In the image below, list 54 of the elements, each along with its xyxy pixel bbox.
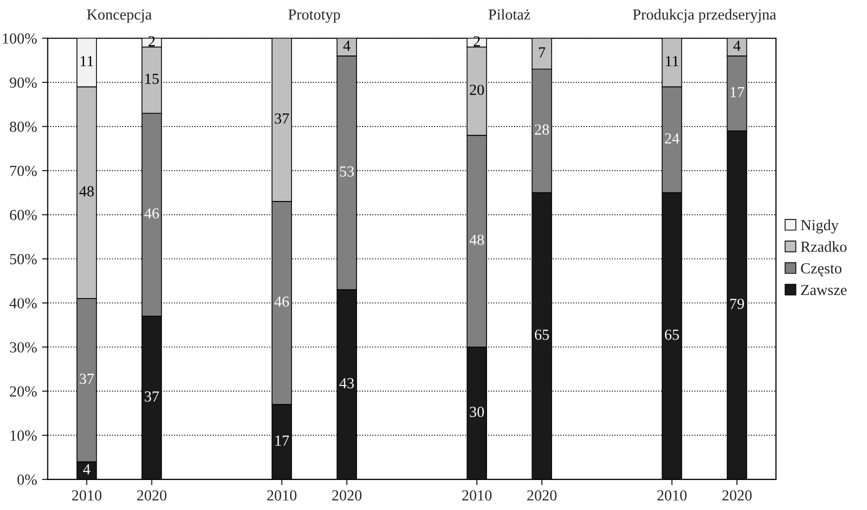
text: Produkcja przedseryjna [632,8,776,23]
data-label: 2 [474,36,480,46]
text: Pilotaż [488,8,530,20]
y-tick-label: 90% [10,78,37,88]
y-tick-label: 0% [17,474,37,485]
data-label: 4 [733,40,741,51]
data-label: 2 [148,36,155,46]
data-label: 79 [730,298,744,309]
data-label: 11 [666,56,678,66]
data-label: 28 [534,124,549,135]
data-label: 48 [470,234,484,246]
y-tick-label: 70% [10,166,37,176]
data-label: 17 [730,86,744,98]
y-tick-label: 100% [2,33,37,44]
legend-label: Często [801,263,842,276]
data-label: 43 [339,378,354,388]
data-label: 17 [275,435,289,446]
text: Prototyp [288,10,340,23]
y-tick-label: 10% [10,430,37,441]
data-label: 20 [470,84,484,96]
y-tick-label: 50% [10,254,37,264]
data-label: 46 [144,208,159,219]
y-tick-label: 40% [10,298,37,308]
x-tick-label: 2020 [722,490,752,501]
text: Koncepcja [86,9,152,23]
legend-label: Nigdy [800,220,839,234]
data-label: 65 [534,330,549,340]
y-tick-label: 80% [10,122,37,132]
legend-label: Zawsze [801,284,847,296]
x-tick-label: 2010 [462,490,492,501]
data-label: 15 [145,74,159,84]
y-tick-label: 20% [10,386,37,397]
x-tick-label: 2020 [137,490,166,501]
y-tick-label: 30% [10,342,37,353]
data-label: 37 [274,113,289,124]
data-label: 48 [79,186,94,196]
data-label: 24 [664,133,680,144]
data-label: 37 [144,391,159,402]
data-label: 53 [340,166,354,177]
x-tick-label: 2020 [332,490,362,501]
x-tick-label: 2010 [267,490,296,501]
data-label: 37 [80,374,94,384]
legend-label: Rzadko [800,241,846,252]
y-tick-label: 60% [10,210,37,220]
data-label: 4 [343,40,350,51]
x-tick-label: 2020 [527,490,557,501]
data-label: 65 [664,330,679,340]
x-tick-label: 2010 [657,490,687,501]
x-tick-label: 2010 [72,490,102,501]
data-label: 4 [83,464,90,474]
data-label: 30 [470,406,484,418]
data-label: 46 [274,296,289,307]
data-label: 7 [539,47,546,58]
data-label: 11 [80,56,94,66]
